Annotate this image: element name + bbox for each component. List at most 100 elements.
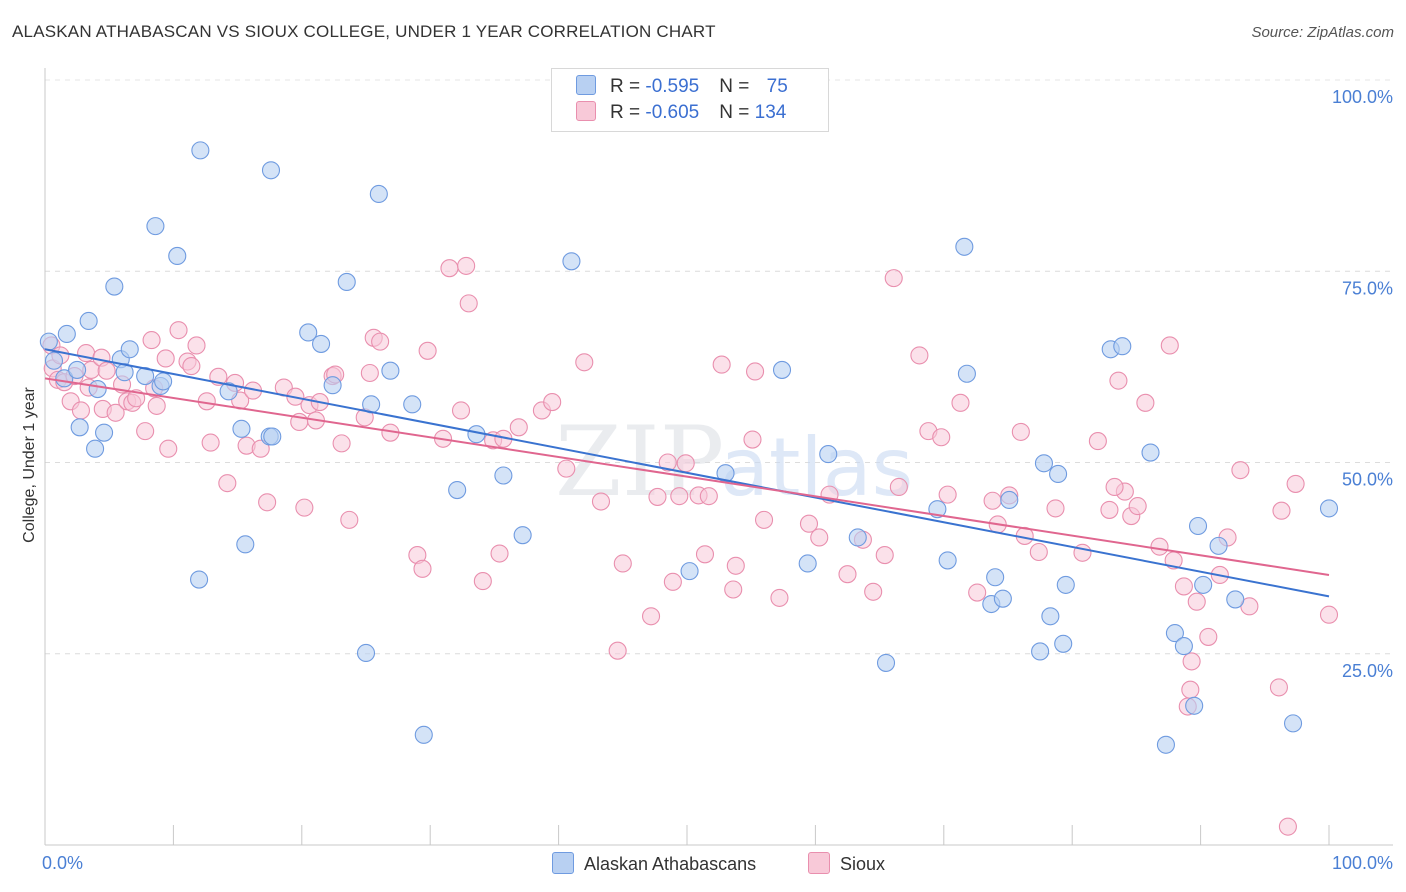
- legend-r-value: -0.605: [645, 102, 700, 123]
- data-point-alaskan-athabascan: [79, 311, 98, 331]
- data-point-sioux: [864, 582, 883, 601]
- data-point-sioux: [670, 487, 689, 506]
- data-point-alaskan-athabascan: [57, 324, 76, 344]
- data-point-sioux: [147, 396, 166, 415]
- data-point-sioux: [182, 357, 201, 376]
- data-point-alaskan-athabascan: [44, 351, 64, 370]
- data-point-sioux: [810, 528, 829, 547]
- data-point-alaskan-athabascan: [772, 360, 792, 379]
- data-point-alaskan-athabascan: [337, 272, 356, 292]
- data-point-sioux: [490, 544, 509, 563]
- data-point-sioux: [295, 498, 314, 517]
- data-point-alaskan-athabascan: [191, 141, 210, 160]
- data-point-alaskan-athabascan: [1194, 575, 1213, 594]
- data-point-sioux: [932, 428, 951, 447]
- y-axis-label: College, Under 1 year: [21, 387, 38, 543]
- data-point-alaskan-athabascan: [993, 589, 1012, 608]
- data-point-sioux: [457, 256, 476, 275]
- data-point-sioux: [951, 393, 970, 412]
- data-point-sioux: [648, 487, 667, 506]
- data-point-alaskan-athabascan: [1209, 536, 1228, 555]
- data-point-sioux: [187, 336, 206, 355]
- data-point-alaskan-athabascan: [369, 184, 388, 204]
- data-point-alaskan-athabascan: [232, 419, 251, 438]
- legend-r-label: R =: [610, 102, 646, 123]
- data-point-sioux: [258, 493, 277, 512]
- data-point-sioux: [218, 474, 237, 493]
- data-point-sioux: [746, 362, 765, 381]
- data-point-alaskan-athabascan: [1283, 714, 1303, 733]
- data-point-alaskan-athabascan: [938, 551, 957, 570]
- x-tick-label: 0.0%: [42, 853, 83, 873]
- data-point-alaskan-athabascan: [70, 418, 89, 437]
- data-point-sioux: [1100, 500, 1119, 519]
- data-point-sioux: [1088, 432, 1107, 451]
- data-point-sioux: [543, 393, 562, 412]
- data-point-sioux: [1187, 592, 1206, 611]
- data-point-alaskan-athabascan: [323, 376, 342, 395]
- data-point-alaskan-athabascan: [146, 217, 165, 236]
- data-point-alaskan-athabascan: [261, 161, 281, 180]
- data-point-alaskan-athabascan: [263, 427, 282, 446]
- data-point-sioux: [1319, 605, 1339, 624]
- data-point-alaskan-athabascan: [236, 535, 255, 554]
- data-point-alaskan-athabascan: [1054, 634, 1073, 653]
- data-point-sioux: [699, 487, 718, 506]
- data-point-alaskan-athabascan: [120, 340, 139, 359]
- data-point-alaskan-athabascan: [105, 277, 124, 296]
- bottom-legend-swatch-blue: [552, 852, 574, 874]
- data-point-alaskan-athabascan: [1141, 443, 1160, 462]
- bottom-legend-label: Alaskan Athabascans: [584, 854, 757, 874]
- data-point-sioux: [1029, 542, 1048, 562]
- data-point-sioux: [509, 418, 528, 437]
- data-point-alaskan-athabascan: [1156, 735, 1175, 754]
- data-point-sioux: [1269, 678, 1288, 697]
- data-point-alaskan-athabascan: [1056, 575, 1075, 594]
- data-point-alaskan-athabascan: [1000, 490, 1019, 510]
- trend-line-sioux: [44, 377, 1330, 576]
- trend-lines: [44, 348, 1330, 598]
- data-point-sioux: [575, 353, 594, 372]
- data-point-alaskan-athabascan: [562, 252, 581, 271]
- data-point-sioux: [136, 422, 155, 441]
- data-point-sioux: [983, 491, 1002, 510]
- data-point-alaskan-athabascan: [299, 323, 318, 342]
- correlation-legend: R = -0.595 N = 75 R = -0.605 N = 134: [551, 68, 829, 132]
- trend-line-alaskan-athabascans: [44, 348, 1330, 598]
- data-point-alaskan-athabascan: [403, 395, 422, 414]
- data-point-sioux: [159, 439, 178, 458]
- data-point-sioux: [591, 492, 611, 511]
- legend-swatch-blue: [576, 75, 596, 95]
- data-point-alaskan-athabascan: [798, 554, 817, 573]
- data-point-sioux: [1160, 336, 1179, 355]
- axes: [44, 68, 1393, 846]
- data-point-alaskan-athabascan: [1165, 624, 1184, 643]
- data-point-alaskan-athabascan: [494, 466, 513, 485]
- data-point-sioux: [201, 433, 220, 452]
- data-point-alaskan-athabascan: [168, 246, 187, 265]
- data-point-sioux: [127, 389, 146, 408]
- legend-n-label: N =: [719, 102, 755, 123]
- data-point-sioux: [97, 361, 116, 380]
- legend-swatch-pink: [576, 101, 596, 121]
- data-point-alaskan-athabascan: [1226, 590, 1245, 609]
- data-point-alaskan-athabascan: [39, 332, 58, 351]
- data-point-sioux: [440, 259, 459, 278]
- data-point-sioux: [332, 434, 351, 453]
- data-point-sioux: [726, 556, 745, 575]
- data-point-sioux: [413, 559, 432, 578]
- data-point-sioux: [875, 546, 894, 565]
- data-point-alaskan-athabascan: [1188, 516, 1208, 536]
- data-point-sioux: [838, 565, 857, 584]
- bottom-legend-alaskan: Alaskan Athabascans: [552, 852, 756, 875]
- y-tick-label: 25.0%: [1342, 661, 1393, 681]
- data-point-alaskan-athabascan: [381, 361, 400, 380]
- data-point-sioux: [1182, 652, 1201, 671]
- data-point-sioux: [1150, 537, 1169, 556]
- data-point-alaskan-athabascan: [95, 423, 114, 442]
- data-point-sioux: [451, 401, 471, 420]
- data-point-sioux: [1046, 499, 1065, 518]
- data-point-sioux: [658, 453, 677, 472]
- data-point-sioux: [418, 341, 437, 360]
